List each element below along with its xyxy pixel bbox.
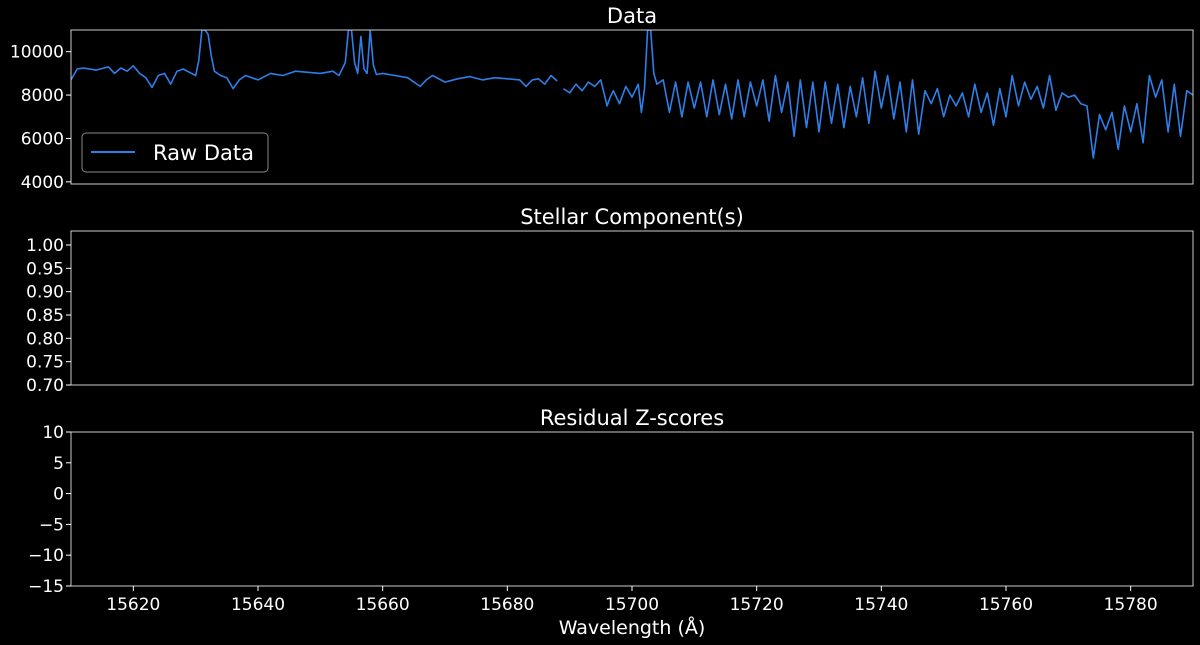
y-tick-label: 0.85: [26, 306, 64, 326]
y-tick-label: 0: [53, 485, 64, 505]
panel-residual: Residual Z-scores −15 −10 −5 0 5 10 15620 1564…: [28, 406, 1193, 639]
raw-data-line-segment: [563, 30, 1193, 158]
x-tick-label: 15620: [106, 595, 160, 615]
y-tick-label: 0.95: [26, 259, 64, 279]
y-axis-stellar: 0.70 0.75 0.80 0.85 0.90 0.95 1.00: [26, 236, 71, 396]
y-tick-label: −15: [28, 577, 64, 597]
x-tick-label: 15640: [231, 595, 285, 615]
y-tick-label: 0.80: [26, 329, 64, 349]
y-tick-label: 0.75: [26, 353, 64, 373]
panel-data: Data 4000 6000 8000 10000 Raw Data: [10, 4, 1193, 193]
y-tick-label: 0.70: [26, 376, 64, 396]
x-tick-label: 15660: [356, 595, 410, 615]
panel-title-stellar: Stellar Component(s): [520, 205, 744, 229]
legend-label-raw-data: Raw Data: [153, 141, 254, 165]
x-tick-label: 15760: [979, 595, 1033, 615]
x-axis: 15620 15640 15660 15680 15700 15720 15740 15760…: [106, 586, 1157, 615]
y-tick-label: −10: [28, 546, 64, 566]
y-tick-label: −5: [39, 515, 64, 535]
x-axis-label: Wavelength (Å): [559, 616, 706, 639]
x-tick-label: 15720: [730, 595, 784, 615]
y-tick-label: 10: [42, 423, 64, 443]
y-tick-label: 10000: [10, 43, 64, 63]
legend: Raw Data: [82, 133, 268, 172]
panel-title-data: Data: [607, 4, 657, 28]
panel-stellar: Stellar Component(s) 0.70 0.75 0.80 0.85 0.9…: [26, 205, 1193, 396]
y-tick-label: 5: [53, 454, 64, 474]
plot-frame-residual: [71, 432, 1193, 586]
y-axis-residual: −15 −10 −5 0 5 10: [28, 423, 71, 597]
raw-data-line-segment: [71, 30, 557, 89]
y-tick-label: 6000: [21, 129, 64, 149]
y-tick-label: 0.90: [26, 283, 64, 303]
y-axis-data: 4000 6000 8000 10000: [10, 43, 71, 193]
panel-title-residual: Residual Z-scores: [540, 406, 724, 430]
x-tick-label: 15680: [480, 595, 534, 615]
x-tick-label: 15780: [1104, 595, 1158, 615]
y-tick-label: 4000: [21, 173, 64, 193]
plot-frame-stellar: [71, 231, 1193, 385]
x-tick-label: 15700: [605, 595, 659, 615]
y-tick-label: 1.00: [26, 236, 64, 256]
y-tick-label: 8000: [21, 86, 64, 106]
x-tick-label: 15740: [854, 595, 908, 615]
